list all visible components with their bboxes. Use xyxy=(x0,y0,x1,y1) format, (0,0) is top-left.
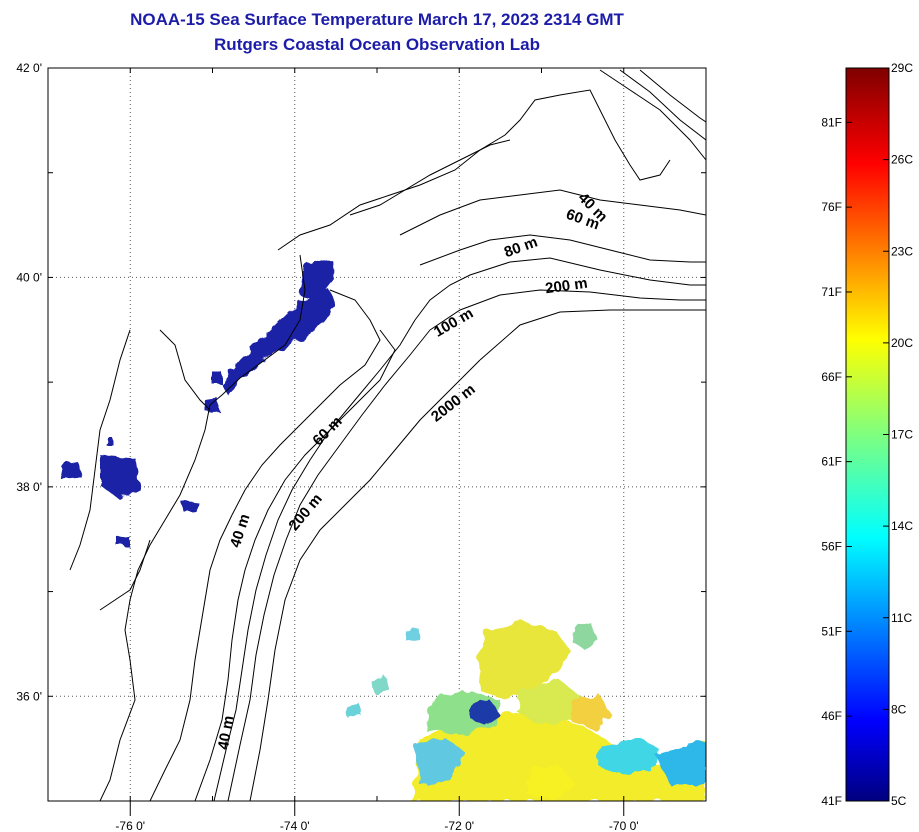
coastline-contours xyxy=(69,69,706,801)
colorbar-fahrenheit-label: 41F xyxy=(821,794,842,808)
lat-tick-label: 40 0' xyxy=(16,270,42,284)
lat-tick-label: 42 0' xyxy=(16,61,42,75)
colorbar-celsius-label: 20C xyxy=(891,336,913,350)
depth-label: 2000 m xyxy=(428,381,479,426)
colorbar-fahrenheit-labels: 81F 76F 71F 66F 61F 56F 51F 46F 41F xyxy=(821,115,852,808)
lon-tick-label: -76 0' xyxy=(115,819,145,832)
colorbar-fahrenheit-label: 81F xyxy=(821,115,842,129)
sst-data-layer xyxy=(60,258,706,801)
colorbar-fahrenheit-label: 61F xyxy=(821,455,842,469)
colorbar-celsius-label: 23C xyxy=(891,244,913,258)
map-subtitle: Rutgers Coastal Ocean Observation Lab xyxy=(214,35,540,54)
longitude-ticks: -76 0' -74 0' -72 0' -70 0' xyxy=(47,68,707,832)
colorbar-fahrenheit-label: 66F xyxy=(821,370,842,384)
colorbar-fahrenheit-label: 76F xyxy=(821,200,842,214)
lon-tick-label: -72 0' xyxy=(444,819,474,832)
colorbar-fahrenheit-label: 51F xyxy=(821,624,842,638)
colorbar-fahrenheit-label: 56F xyxy=(821,539,842,553)
latitude-ticks: 42 0' 40 0' 38 0' 36 0' xyxy=(16,61,706,802)
colorbar-celsius-labels: 29C 26C 23C 20C 17C 14C 11C 8C 5C xyxy=(883,61,913,808)
colorbar-celsius-label: 11C xyxy=(891,611,912,625)
lat-tick-label: 36 0' xyxy=(16,689,42,703)
colorbar xyxy=(845,67,890,802)
lon-tick-label: -74 0' xyxy=(280,819,310,832)
colorbar-celsius-label: 8C xyxy=(891,702,907,716)
depth-label: 40 m xyxy=(215,714,238,751)
colorbar-celsius-label: 29C xyxy=(891,61,913,75)
colorbar-celsius-label: 26C xyxy=(891,153,913,167)
depth-label: 100 m xyxy=(431,305,476,341)
lon-tick-label: -70 0' xyxy=(609,819,639,832)
depth-label: 200 m xyxy=(285,491,325,535)
colorbar-celsius-label: 5C xyxy=(891,794,907,808)
depth-label: 200 m xyxy=(544,275,588,298)
map-title: NOAA-15 Sea Surface Temperature March 17… xyxy=(130,10,624,29)
colorbar-celsius-label: 17C xyxy=(891,428,913,442)
colorbar-celsius-label: 14C xyxy=(891,519,913,533)
lat-tick-label: 38 0' xyxy=(16,480,42,494)
colorbar-fahrenheit-label: 71F xyxy=(821,285,842,299)
colorbar-fahrenheit-label: 46F xyxy=(821,709,842,723)
